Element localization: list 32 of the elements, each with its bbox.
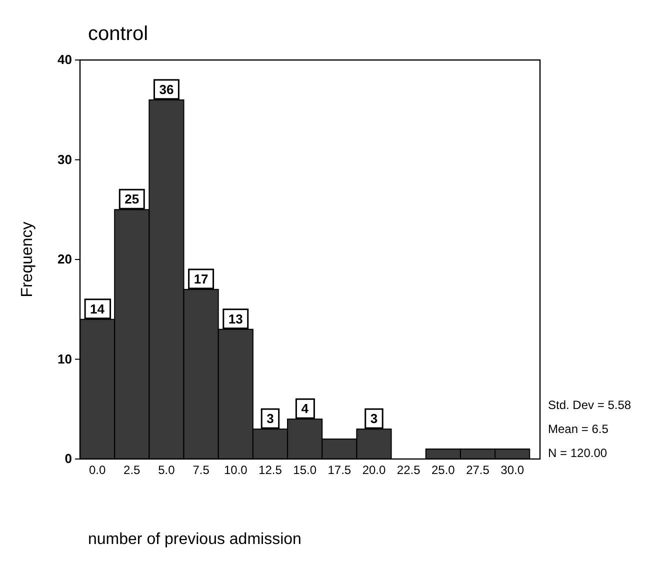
x-tick-label: 25.0 <box>431 463 456 477</box>
y-tick-label: 0 <box>64 451 72 466</box>
x-tick-label: 15.0 <box>293 463 317 477</box>
y-tick-label: 30 <box>58 152 72 167</box>
x-axis-title: number of previous admission <box>88 531 302 548</box>
y-axis-title: Frequency <box>19 222 36 298</box>
chart-title: control <box>88 23 148 45</box>
text: Mean = 6.5 <box>548 422 609 436</box>
data-label: 3 <box>370 411 378 426</box>
x-tick-label: 12.5 <box>258 463 282 477</box>
data-label: 36 <box>159 82 174 97</box>
y-tick-label: 10 <box>58 351 72 366</box>
y-tick-label: 40 <box>58 52 72 68</box>
x-tick-label: 20.0 <box>362 463 386 477</box>
x-tick-label: 30.0 <box>500 463 524 477</box>
x-tick-label: 10.0 <box>224 463 248 477</box>
y-tick-label: 20 <box>58 252 72 267</box>
x-tick-label: 22.5 <box>396 463 421 477</box>
data-label: 13 <box>228 311 243 326</box>
x-tick-label: 5.0 <box>158 463 176 477</box>
data-label: 3 <box>266 411 274 426</box>
x-tick-label: 0.0 <box>88 463 106 477</box>
text: N = 120.00 <box>548 446 608 460</box>
text: Std. Dev = 5.58 <box>548 398 632 412</box>
data-label: 4 <box>301 401 310 416</box>
x-tick-label: 7.5 <box>192 463 210 477</box>
data-label: 14 <box>90 301 106 316</box>
data-label: 17 <box>194 271 208 286</box>
x-tick-label: 2.5 <box>124 463 141 477</box>
x-tick-label: 27.5 <box>466 463 490 477</box>
x-tick-label: 17.5 <box>328 463 352 477</box>
data-label: 25 <box>124 192 140 207</box>
